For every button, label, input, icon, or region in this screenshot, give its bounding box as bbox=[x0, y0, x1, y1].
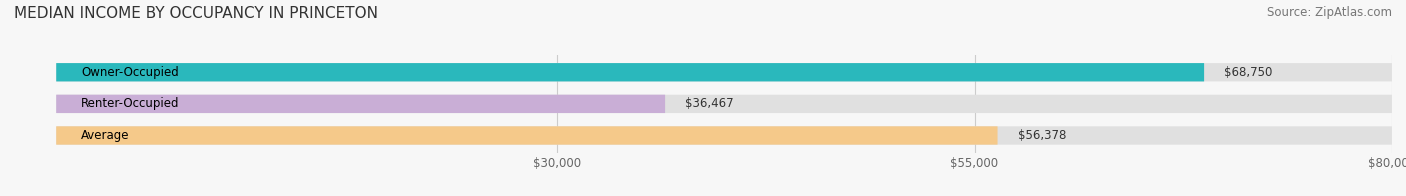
Text: Source: ZipAtlas.com: Source: ZipAtlas.com bbox=[1267, 6, 1392, 19]
Text: MEDIAN INCOME BY OCCUPANCY IN PRINCETON: MEDIAN INCOME BY OCCUPANCY IN PRINCETON bbox=[14, 6, 378, 21]
Text: $36,467: $36,467 bbox=[685, 97, 734, 110]
FancyBboxPatch shape bbox=[56, 126, 1392, 145]
Text: $56,378: $56,378 bbox=[1018, 129, 1066, 142]
FancyBboxPatch shape bbox=[56, 63, 1392, 81]
Text: Average: Average bbox=[82, 129, 129, 142]
Text: Renter-Occupied: Renter-Occupied bbox=[82, 97, 180, 110]
Text: $68,750: $68,750 bbox=[1225, 66, 1272, 79]
Text: Owner-Occupied: Owner-Occupied bbox=[82, 66, 179, 79]
FancyBboxPatch shape bbox=[56, 95, 1392, 113]
FancyBboxPatch shape bbox=[56, 95, 665, 113]
FancyBboxPatch shape bbox=[56, 126, 997, 145]
FancyBboxPatch shape bbox=[56, 63, 1204, 81]
